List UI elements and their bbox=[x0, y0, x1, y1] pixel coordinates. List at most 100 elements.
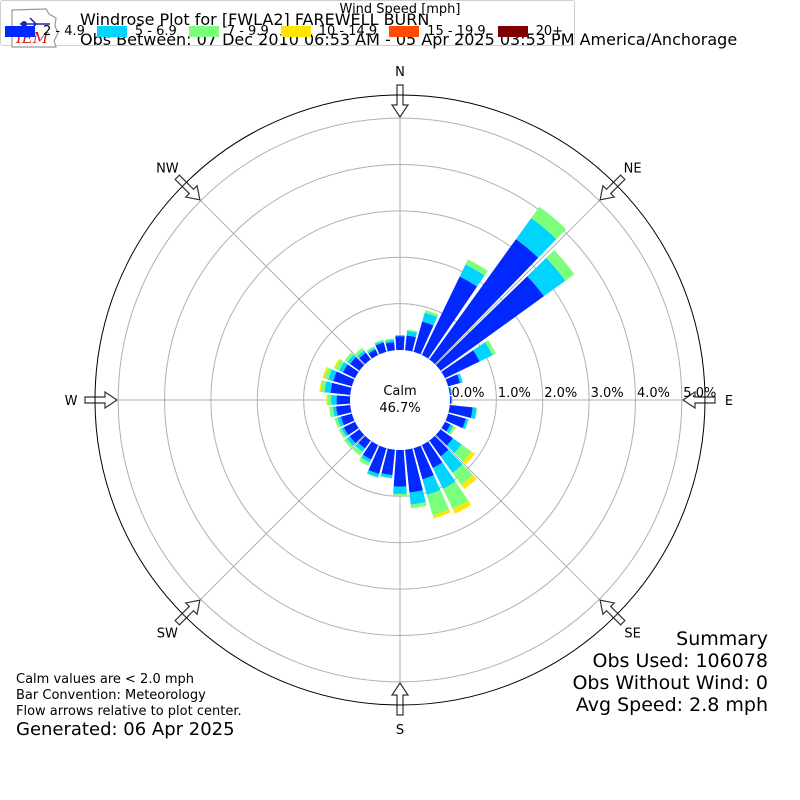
bar-300deg-bin0 bbox=[342, 364, 359, 379]
compass-label-E: E bbox=[725, 394, 733, 409]
bar-220deg-bin0 bbox=[358, 435, 371, 449]
bar-130deg-bin2 bbox=[454, 444, 472, 462]
bar-330deg-bin0 bbox=[368, 349, 379, 359]
summary-title: Summary bbox=[676, 628, 768, 650]
flow-arrow-N bbox=[390, 84, 410, 119]
outer-ring bbox=[94, 94, 706, 706]
bar-50deg-bin2 bbox=[546, 250, 575, 281]
generated-date: Generated: 06 Apr 2025 bbox=[16, 719, 235, 740]
bar-200deg-bin1 bbox=[367, 470, 380, 478]
bar-250deg-bin2 bbox=[334, 417, 341, 428]
spoke-NW bbox=[183, 183, 401, 401]
radial-tick-2: 2.0% bbox=[544, 386, 577, 401]
bar-210deg-bin2 bbox=[358, 457, 370, 466]
legend-item-1: 5 - 6.9 bbox=[96, 24, 177, 39]
bar-290deg-bin2 bbox=[324, 367, 332, 380]
wind-bars bbox=[319, 206, 575, 519]
bar-20deg-bin2 bbox=[424, 309, 439, 318]
bar-convention-note: Bar Convention: Meteorology bbox=[16, 688, 206, 703]
legend-swatch-4 bbox=[389, 26, 420, 37]
radial-tick-4: 4.0% bbox=[637, 386, 670, 401]
bar-110deg-bin0 bbox=[445, 413, 466, 429]
bar-300deg-bin1 bbox=[339, 361, 348, 373]
bar-250deg-bin0 bbox=[340, 413, 355, 426]
bar-150deg-bin2 bbox=[442, 481, 469, 510]
bar-230deg-bin1 bbox=[346, 436, 356, 446]
bar-300deg-bin3 bbox=[333, 358, 341, 369]
bar-260deg-bin1 bbox=[332, 406, 338, 417]
bar-290deg-bin1 bbox=[328, 369, 337, 382]
bar-320deg-bin2 bbox=[355, 347, 365, 357]
flow-arrow-SE bbox=[599, 599, 626, 626]
bar-150deg-bin1 bbox=[432, 462, 456, 489]
bar-250deg-bin1 bbox=[337, 416, 344, 427]
compass-label-SE: SE bbox=[624, 627, 640, 642]
bar-320deg-bin0 bbox=[359, 352, 371, 365]
bar-70deg-bin0 bbox=[445, 374, 461, 387]
bar-350deg-bin2 bbox=[384, 338, 394, 342]
flow-arrow-SW bbox=[174, 599, 201, 626]
bar-300deg-bin2 bbox=[335, 359, 345, 371]
bar-140deg-bin1 bbox=[440, 449, 463, 473]
bar-320deg-bin1 bbox=[357, 350, 366, 359]
bar-310deg-bin0 bbox=[350, 357, 365, 371]
bar-210deg-bin1 bbox=[360, 454, 372, 463]
compass-label-NW: NW bbox=[156, 161, 179, 176]
spoke-SE bbox=[399, 399, 617, 617]
legend-label-3: 10 - 14.9 bbox=[318, 24, 378, 39]
radial-tick-labels: 0.0% 1.0% 2.0% 3.0% 4.0% 5.0% bbox=[451, 386, 716, 401]
bar-160deg-bin0 bbox=[413, 445, 434, 480]
radial-tick-1: 1.0% bbox=[498, 386, 531, 401]
bar-210deg-bin0 bbox=[362, 441, 379, 460]
bar-350deg-bin1 bbox=[385, 339, 395, 344]
bar-290deg-bin0 bbox=[333, 371, 355, 387]
summary-obs-without-wind: Obs Without Wind: 0 bbox=[572, 672, 768, 694]
bar-230deg-bin2 bbox=[344, 438, 353, 449]
legend: Wind Speed [mph] 2 - 4.9 5 - 6.9 7 - 9.9 10… bbox=[0, 0, 575, 46]
bar-10deg-bin2 bbox=[407, 329, 418, 333]
bar-50deg-bin1 bbox=[527, 257, 566, 297]
bar-310deg-bin1 bbox=[347, 354, 356, 364]
legend-title: Wind Speed [mph] bbox=[339, 2, 461, 17]
radial-tick-3: 3.0% bbox=[591, 386, 624, 401]
bar-160deg-bin3 bbox=[432, 509, 451, 519]
bar-290deg-bin3 bbox=[322, 366, 329, 379]
bar-270deg-bin2 bbox=[327, 394, 332, 406]
legend-label-0: 2 - 4.9 bbox=[43, 24, 85, 39]
bar-90deg-bin1 bbox=[451, 396, 453, 404]
legend-label-5: 20+ bbox=[535, 24, 564, 39]
bar-70deg-bin1 bbox=[457, 373, 463, 383]
legend-label-2: 7 - 9.9 bbox=[226, 24, 269, 39]
bar-150deg-bin0 bbox=[421, 441, 443, 468]
bar-190deg-bin2 bbox=[380, 475, 393, 479]
bar-120deg-bin2 bbox=[449, 425, 456, 435]
compass-label-W: W bbox=[65, 394, 78, 409]
bar-140deg-bin0 bbox=[429, 435, 449, 457]
bar-80deg-bin1 bbox=[449, 387, 453, 395]
page-title: Windrose Plot for [FWLA2] FAREWELL BURN bbox=[80, 10, 430, 29]
bar-20deg-bin1 bbox=[422, 312, 438, 326]
bar-330deg-bin1 bbox=[367, 347, 376, 354]
bar-0deg-bin0 bbox=[395, 336, 405, 351]
bar-270deg-bin0 bbox=[336, 395, 351, 405]
legend-swatch-5 bbox=[497, 26, 528, 37]
calm-note: Calm values are < 2.0 mph bbox=[16, 672, 195, 687]
bar-0deg-bin1 bbox=[395, 335, 405, 337]
compass-label-SW: SW bbox=[157, 627, 178, 642]
spoke-SW bbox=[183, 399, 401, 617]
bar-180deg-bin1 bbox=[393, 486, 407, 495]
legend-label-4: 15 - 19.9 bbox=[427, 24, 486, 39]
bar-310deg-bin2 bbox=[344, 352, 354, 363]
compass-labels: N NE E SE S SW W NW bbox=[65, 65, 734, 738]
bar-240deg-bin0 bbox=[343, 421, 359, 436]
legend-swatch-3 bbox=[280, 26, 311, 37]
bar-30deg-bin2 bbox=[465, 259, 488, 276]
bar-60deg-bin0 bbox=[441, 350, 480, 379]
bar-100deg-bin1 bbox=[470, 407, 477, 419]
bar-130deg-bin1 bbox=[446, 438, 462, 453]
bar-130deg-bin0 bbox=[435, 429, 453, 446]
bar-220deg-bin2 bbox=[352, 445, 363, 456]
legend-item-5: 20+ bbox=[497, 24, 564, 39]
compass-label-N: N bbox=[395, 65, 405, 80]
flow-arrow-S bbox=[390, 681, 410, 716]
